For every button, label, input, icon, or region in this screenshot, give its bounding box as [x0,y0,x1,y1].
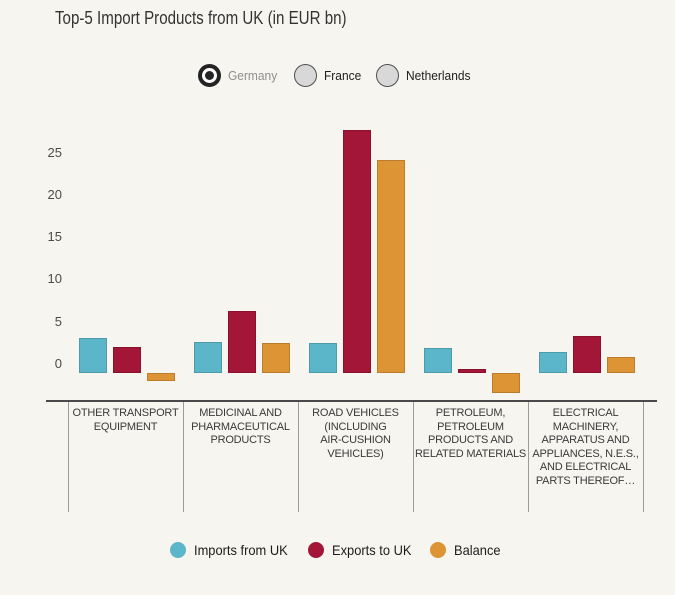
category-divider-line [528,402,529,512]
radio-button-icon[interactable] [376,64,400,87]
radio-germany[interactable]: Germany [198,64,281,87]
x-axis-line [46,400,657,402]
radio-label: Netherlands [406,68,471,83]
radio-dot-icon [205,71,215,80]
legend-item-imports-from-uk: Imports from UK [170,542,296,558]
category-divider-line [68,402,69,512]
bar-balance[interactable] [262,342,290,373]
x-axis-category-label: ELECTRICAL MACHINERY, APPARATUS AND APPL… [532,407,639,487]
x-axis-category-label: PETROLEUM, PETROLEUM PRODUCTS AND RELATE… [414,407,527,460]
legend-swatch-exports-icon [307,542,324,558]
page-title: Top-5 Import Products from UK (in EUR bn… [55,8,347,28]
country-selector: Germany France Netherlands [0,64,675,87]
category-divider-line [413,402,414,512]
y-axis-tick-label: 20 [47,186,62,202]
x-axis-category-label: OTHER TRANSPORT EQUIPMENT [72,407,179,433]
y-axis-tick-label: 0 [54,356,62,371]
bar-exports-to-uk[interactable] [113,346,141,373]
bar-imports-from-uk[interactable] [539,351,567,373]
legend-swatch-imports-icon [170,542,187,558]
chart-legend: Imports from UK Exports to UK Balance [0,542,675,558]
bar-imports-from-uk[interactable] [194,341,222,373]
bar-imports-from-uk[interactable] [79,338,107,373]
radio-netherlands[interactable]: Netherlands [376,64,476,87]
radio-button-icon[interactable] [198,64,222,87]
radio-label: Germany [228,68,278,83]
bar-balance[interactable] [377,159,405,373]
bar-exports-to-uk[interactable] [228,311,256,373]
radio-button-icon[interactable] [293,64,317,87]
legend-label: Exports to UK [331,542,412,558]
legend-item-balance: Balance [430,542,505,558]
radio-label: France [323,68,362,83]
legend-label: Balance [454,542,501,558]
radio-france[interactable]: France [293,64,364,87]
legend-label: Imports from UK [194,542,288,558]
legend-swatch-balance-icon [430,542,447,558]
bar-exports-to-uk[interactable] [573,335,601,373]
legend-item-exports-to-uk: Exports to UK [307,542,418,558]
y-axis-tick-label: 5 [54,313,62,329]
y-axis-tick-label: 10 [47,271,62,287]
bar-imports-from-uk[interactable] [309,343,337,373]
category-divider-line [643,402,644,512]
bar-balance[interactable] [147,373,175,382]
bar-exports-to-uk[interactable] [343,130,371,373]
bar-exports-to-uk[interactable] [458,368,486,373]
y-axis-tick-label: 15 [47,229,62,245]
category-divider-line [298,402,299,512]
y-axis-tick-label: 25 [47,144,62,160]
x-axis-category-label: ROAD VEHICLES (INCLUDING AIR-CUSHION VEH… [312,407,399,460]
x-axis-category-label: MEDICINAL AND PHARMACEUTICAL PRODUCTS [191,407,290,446]
bar-balance[interactable] [607,356,635,373]
bar-balance[interactable] [492,373,520,394]
bar-imports-from-uk[interactable] [424,348,452,373]
category-divider-line [183,402,184,512]
